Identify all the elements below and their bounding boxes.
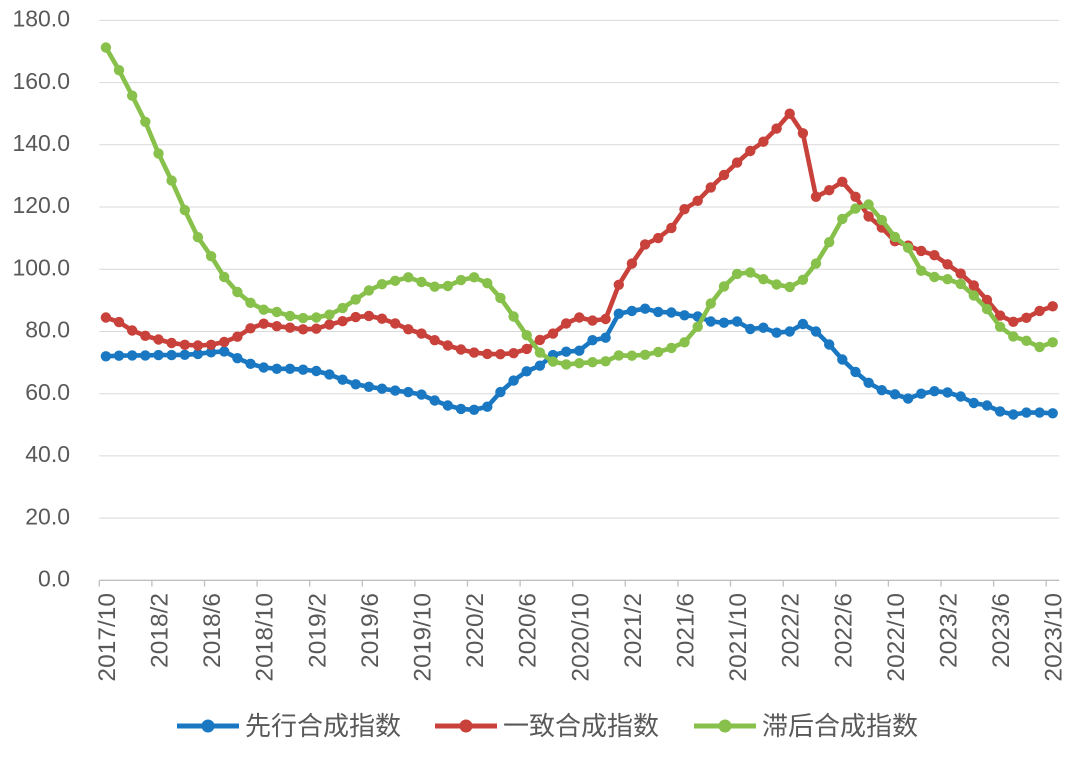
svg-text:2023/2: 2023/2 bbox=[936, 593, 963, 668]
svg-text:2020/6: 2020/6 bbox=[515, 593, 542, 668]
svg-text:滞后合成指数: 滞后合成指数 bbox=[762, 711, 918, 741]
svg-text:一致合成指数: 一致合成指数 bbox=[503, 711, 659, 741]
svg-text:0.0: 0.0 bbox=[38, 566, 70, 592]
svg-text:2017/10: 2017/10 bbox=[94, 593, 121, 682]
svg-text:2021/2: 2021/2 bbox=[620, 593, 647, 668]
svg-text:2019/10: 2019/10 bbox=[410, 593, 437, 682]
svg-text:2022/6: 2022/6 bbox=[830, 593, 857, 668]
svg-text:2019/6: 2019/6 bbox=[357, 593, 384, 668]
svg-text:2019/2: 2019/2 bbox=[304, 593, 331, 668]
svg-text:2018/2: 2018/2 bbox=[147, 593, 174, 668]
svg-text:2020/2: 2020/2 bbox=[462, 593, 489, 668]
svg-text:2018/6: 2018/6 bbox=[199, 593, 226, 668]
svg-text:160.0: 160.0 bbox=[12, 68, 70, 94]
svg-text:2023/10: 2023/10 bbox=[1041, 593, 1068, 682]
svg-text:120.0: 120.0 bbox=[12, 192, 70, 218]
svg-text:2023/6: 2023/6 bbox=[988, 593, 1015, 668]
svg-text:80.0: 80.0 bbox=[25, 317, 70, 343]
svg-text:40.0: 40.0 bbox=[25, 441, 70, 467]
svg-text:100.0: 100.0 bbox=[12, 254, 70, 280]
svg-text:2020/10: 2020/10 bbox=[567, 593, 594, 682]
svg-text:180.0: 180.0 bbox=[12, 6, 70, 32]
svg-text:60.0: 60.0 bbox=[25, 379, 70, 405]
svg-text:2022/10: 2022/10 bbox=[883, 593, 910, 682]
svg-text:2021/10: 2021/10 bbox=[725, 593, 752, 682]
svg-text:先行合成指数: 先行合成指数 bbox=[245, 711, 401, 741]
svg-text:2022/2: 2022/2 bbox=[778, 593, 805, 668]
svg-text:20.0: 20.0 bbox=[25, 503, 70, 529]
svg-text:2018/10: 2018/10 bbox=[252, 593, 279, 682]
svg-text:2021/6: 2021/6 bbox=[673, 593, 700, 668]
svg-text:140.0: 140.0 bbox=[12, 130, 70, 156]
